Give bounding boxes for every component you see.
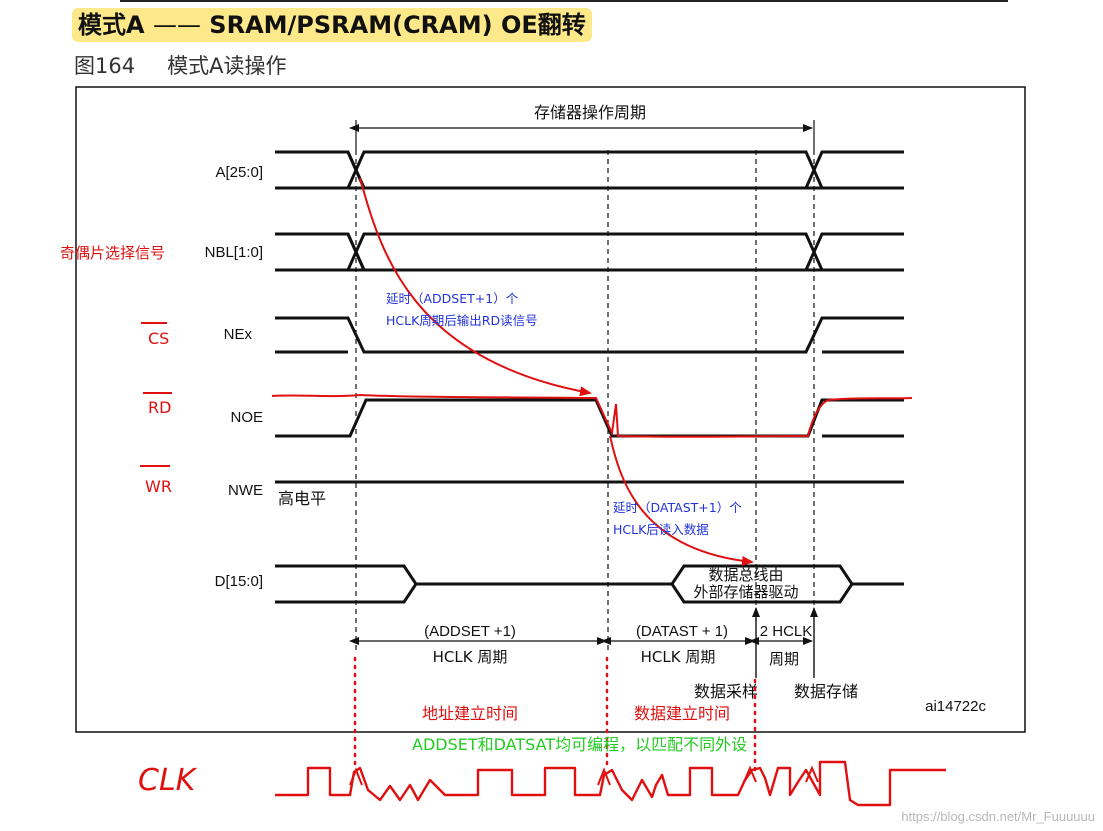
event-sample-label: 数据采样	[694, 682, 758, 701]
signal-label-data: D[15:0]	[215, 573, 263, 590]
heading-suffix: 翻转	[537, 11, 586, 39]
signal-label-nwe: NWE	[228, 482, 263, 499]
heading-prefix: 模式	[78, 11, 126, 39]
data-setup-label: 数据建立时间	[634, 704, 730, 723]
delay1-note-a: 延时（ADDSET+1）个	[386, 291, 519, 306]
data-bus-note-line2: 外部存储器驱动	[693, 583, 798, 601]
hclk2-duration-a: 2 HCLK	[760, 623, 813, 640]
memory-cycle-label: 存储器操作周期	[534, 103, 646, 122]
datast-duration-b: HCLK 周期	[641, 648, 716, 666]
figure-id-label: ai14722c	[925, 698, 986, 715]
delay2-note-b: HCLK后读入数据	[613, 522, 709, 537]
wr-label: WR	[145, 477, 172, 496]
cs-label: CS	[148, 329, 169, 348]
waveform-nbl	[275, 232, 904, 272]
delay2-arrow	[609, 435, 754, 566]
rd-label: RD	[148, 398, 171, 417]
delay1-note-b: HCLK周期后输出RD读信号	[386, 313, 538, 328]
signal-label-addr: A[25:0]	[215, 164, 263, 181]
datast-duration-a: (DATAST + 1)	[636, 623, 728, 640]
watermark: https://blog.csdn.net/Mr_Fuuuuuu	[901, 809, 1095, 824]
delay2-note-a: 延时（DATAST+1）个	[613, 500, 742, 515]
top-rule	[120, 0, 1008, 2]
signal-label-nbl: NBL[1:0]	[205, 244, 263, 261]
figure-title: 模式A读操作	[167, 54, 287, 78]
clk-edge-arrows	[349, 765, 819, 786]
addset-duration-a: (ADDSET +1)	[424, 623, 516, 640]
nwe-high-note: 高电平	[278, 489, 326, 508]
waveform-nex	[275, 316, 904, 354]
figure-caption: 图164 模式A读操作	[74, 50, 286, 80]
green-note: ADDSET和DATSAT均可编程，以匹配不同外设	[412, 735, 747, 754]
section-heading: 模式A —— SRAM/PSRAM(CRAM) OE翻转	[72, 8, 592, 42]
event-store-label: 数据存储	[794, 682, 858, 701]
red-noe-trace	[271, 393, 913, 438]
heading-mode: A	[126, 11, 145, 39]
hclk2-duration-b: 周期	[769, 650, 799, 668]
heading-dash: ——	[152, 11, 201, 39]
addr-setup-label: 地址建立时间	[422, 704, 518, 723]
addset-duration-b: HCLK 周期	[433, 648, 508, 666]
clk-waveform	[275, 760, 946, 807]
figure-number: 图164	[74, 54, 136, 78]
delay1-arrow	[359, 177, 592, 397]
nbl-note: 奇偶片选择信号	[60, 244, 165, 262]
diagram-frame	[75, 86, 1026, 733]
waveform-data	[275, 564, 904, 604]
heading-rest: SRAM/PSRAM(CRAM) OE	[209, 11, 538, 39]
signal-label-noe: NOE	[230, 409, 263, 426]
red-dotted-guides	[353, 656, 757, 772]
waveform-addr	[275, 150, 904, 190]
clk-label: CLK	[138, 763, 198, 798]
event-markers	[752, 607, 818, 678]
signal-label-nex: NEx	[224, 326, 253, 343]
memory-cycle-marker	[349, 120, 815, 150]
data-bus-note-line1: 数据总线由	[708, 566, 783, 584]
